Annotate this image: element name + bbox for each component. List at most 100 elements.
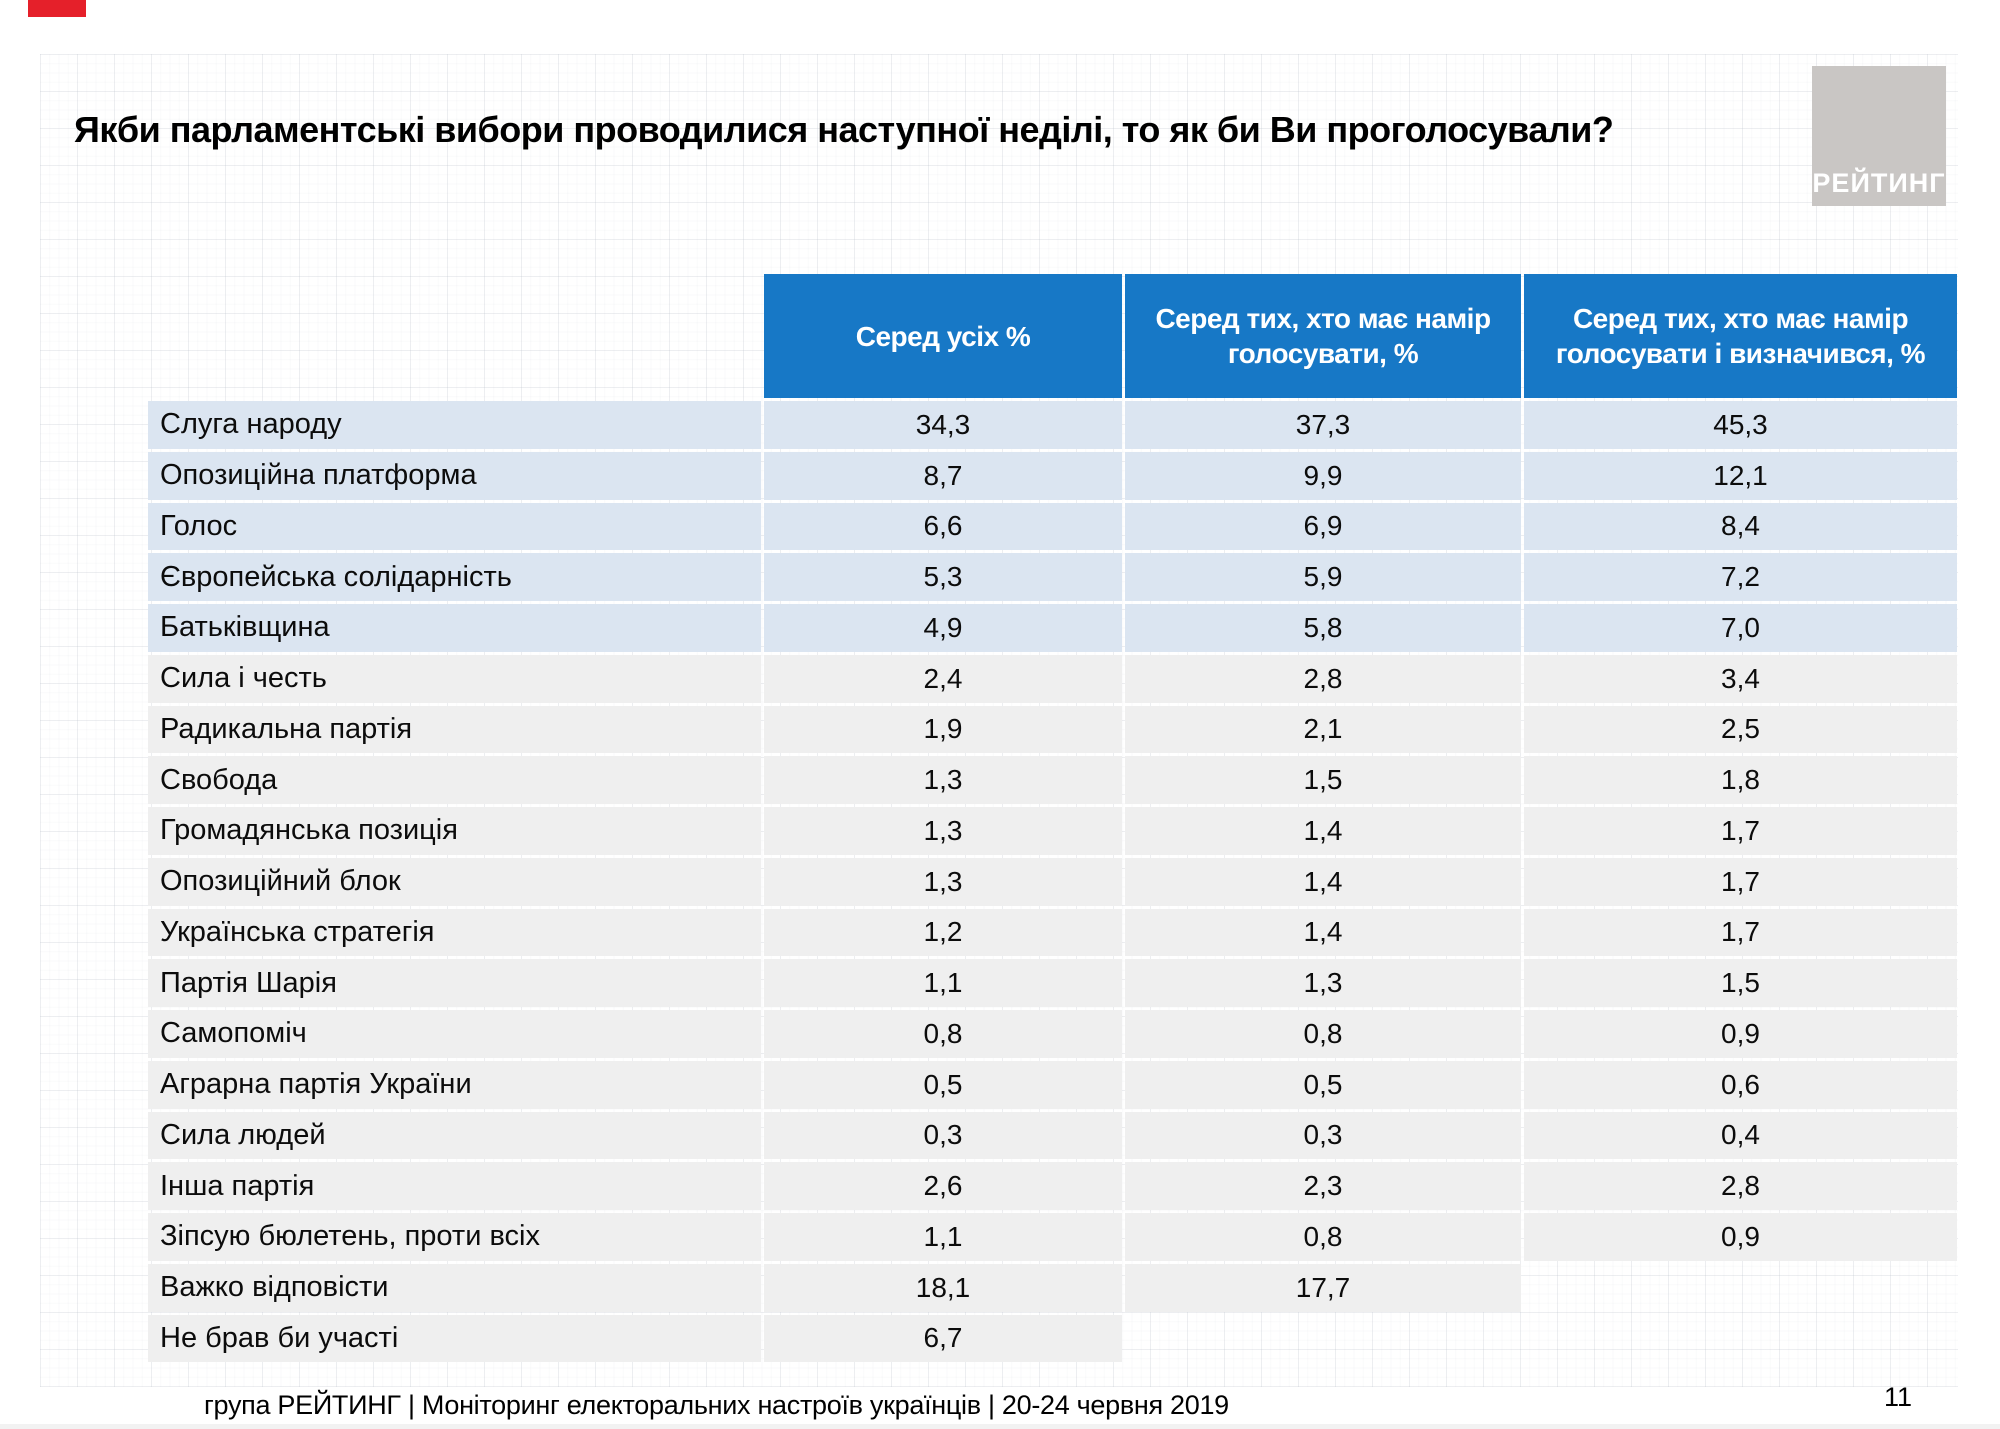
value-cell: 2,8: [1125, 654, 1521, 703]
value-cell: 1,8: [1524, 756, 1957, 804]
value-cell: 34,3: [764, 401, 1122, 449]
table-row: Слуга народу 34,3 37,3 45,3: [148, 401, 1957, 449]
header-spacer-cell: [148, 274, 761, 398]
party-name-cell: Важко відповісти: [148, 1263, 761, 1312]
footer-caption: група РЕЙТИНГ | Моніторинг електоральних…: [204, 1390, 1229, 1420]
value-cell: 0,3: [764, 1111, 1122, 1160]
value-cell: 2,3: [1125, 1162, 1521, 1210]
value-cell: 3,4: [1524, 654, 1957, 703]
value-cell: 8,7: [764, 451, 1122, 500]
table-header-row: Серед усіх % Серед тих, хто має намір го…: [148, 274, 1957, 398]
party-name-cell: Сила людей: [148, 1111, 761, 1160]
value-cell: 2,4: [764, 654, 1122, 703]
value-cell: 1,5: [1524, 959, 1957, 1007]
value-cell: 5,9: [1125, 553, 1521, 601]
party-name-cell: Зіпсую бюлетень, проти всіх: [148, 1213, 761, 1261]
value-cell: 1,7: [1524, 908, 1957, 957]
value-cell: 1,4: [1125, 857, 1521, 906]
value-cell: 1,3: [764, 807, 1122, 855]
bottom-strip: [0, 1424, 2000, 1429]
value-cell: 6,6: [764, 502, 1122, 551]
table-row: Самопоміч 0,8 0,8 0,9: [148, 1010, 1957, 1058]
value-cell: 2,6: [764, 1162, 1122, 1210]
party-name-cell: Громадянська позиція: [148, 807, 761, 855]
table-row: Аграрна партія України 0,5 0,5 0,6: [148, 1060, 1957, 1109]
value-cell: 8,4: [1524, 502, 1957, 551]
value-cell: 37,3: [1125, 401, 1521, 449]
value-cell: 5,3: [764, 553, 1122, 601]
table-row: Інша партія 2,6 2,3 2,8: [148, 1162, 1957, 1210]
red-marker: [28, 0, 86, 17]
value-cell: 0,3: [1125, 1111, 1521, 1160]
party-name-cell: Інша партія: [148, 1162, 761, 1210]
poll-table-body: Слуга народу 34,3 37,3 45,3 Опозиційна платф…: [148, 401, 1957, 1363]
value-cell: 1,1: [764, 959, 1122, 1007]
page-title: Якби парламентські вибори проводилися на…: [74, 109, 1614, 150]
value-cell: 1,2: [764, 908, 1122, 957]
value-cell: 0,5: [764, 1060, 1122, 1109]
value-cell: 7,0: [1524, 604, 1957, 652]
table-row: Свобода 1,3 1,5 1,8: [148, 756, 1957, 804]
value-cell: 1,3: [764, 857, 1122, 906]
party-name-cell: Аграрна партія України: [148, 1060, 761, 1109]
value-cell: 45,3: [1524, 401, 1957, 449]
value-cell: [1524, 1264, 1957, 1312]
table-row: Батьківщина 4,9 5,8 7,0: [148, 604, 1957, 652]
table-row: Громадянська позиція 1,3 1,4 1,7: [148, 807, 1957, 855]
value-cell: 0,8: [1125, 1010, 1521, 1058]
value-cell: 0,8: [1125, 1213, 1521, 1261]
table-row: Сила людей 0,3 0,3 0,4: [148, 1111, 1957, 1160]
value-cell: 0,5: [1125, 1060, 1521, 1109]
party-name-cell: Радикальна партія: [148, 705, 761, 754]
party-name-cell: Сила і честь: [148, 654, 761, 703]
table-row: Не брав би участі 6,7: [148, 1314, 1957, 1363]
table-row: Європейська солідарність 5,3 5,9 7,2: [148, 553, 1957, 601]
table-row: Українська стратегія 1,2 1,4 1,7: [148, 908, 1957, 957]
value-cell: 1,1: [764, 1213, 1122, 1261]
table-row: Опозиційний блок 1,3 1,4 1,7: [148, 857, 1957, 906]
value-cell: 1,7: [1524, 857, 1957, 906]
value-cell: 0,4: [1524, 1111, 1957, 1160]
party-name-cell: Голос: [148, 502, 761, 551]
value-cell: 0,9: [1524, 1213, 1957, 1261]
party-name-cell: Українська стратегія: [148, 908, 761, 957]
value-cell: 5,8: [1125, 604, 1521, 652]
party-name-cell: Опозиційна платформа: [148, 451, 761, 500]
value-cell: 1,3: [764, 756, 1122, 804]
party-name-cell: Опозиційний блок: [148, 857, 761, 906]
party-name-cell: Свобода: [148, 756, 761, 804]
party-name-cell: Батьківщина: [148, 604, 761, 652]
table-row: Опозиційна платформа 8,7 9,9 12,1: [148, 451, 1957, 500]
party-name-cell: Європейська солідарність: [148, 553, 761, 601]
party-name-cell: Самопоміч: [148, 1010, 761, 1058]
value-cell: 2,8: [1524, 1162, 1957, 1210]
value-cell: 2,1: [1125, 705, 1521, 754]
table-row: Сила і честь 2,4 2,8 3,4: [148, 654, 1957, 703]
value-cell: [1524, 1315, 1957, 1363]
value-cell: [1125, 1315, 1521, 1363]
value-cell: 18,1: [764, 1263, 1122, 1312]
party-name-cell: Не брав би участі: [148, 1314, 761, 1363]
column-header-intend-and-decided: Серед тих, хто має намір голосувати і ви…: [1524, 274, 1957, 398]
value-cell: 1,4: [1125, 908, 1521, 957]
value-cell: 9,9: [1125, 451, 1521, 500]
value-cell: 1,3: [1125, 959, 1521, 1007]
table-row: Голос 6,6 6,9 8,4: [148, 502, 1957, 551]
value-cell: 17,7: [1125, 1263, 1521, 1312]
party-name-cell: Слуга народу: [148, 401, 761, 449]
table-row: Радикальна партія 1,9 2,1 2,5: [148, 705, 1957, 754]
value-cell: 6,7: [764, 1314, 1122, 1363]
table-row: Зіпсую бюлетень, проти всіх 1,1 0,8 0,9: [148, 1213, 1957, 1261]
value-cell: 6,9: [1125, 502, 1521, 551]
column-header-intend-to-vote: Серед тих, хто має намір голосувати, %: [1125, 274, 1521, 398]
value-cell: 7,2: [1524, 553, 1957, 601]
rating-logo-text: РЕЙТИНГ: [1812, 168, 1946, 198]
table-row: Важко відповісти 18,1 17,7: [148, 1263, 1957, 1312]
page-number: 11: [1884, 1382, 1913, 1412]
party-name-cell: Партія Шарія: [148, 959, 761, 1007]
value-cell: 12,1: [1524, 451, 1957, 500]
value-cell: 1,9: [764, 705, 1122, 754]
value-cell: 0,6: [1524, 1060, 1957, 1109]
table-row: Партія Шарія 1,1 1,3 1,5: [148, 959, 1957, 1007]
rating-logo: РЕЙТИНГ: [1812, 66, 1946, 206]
